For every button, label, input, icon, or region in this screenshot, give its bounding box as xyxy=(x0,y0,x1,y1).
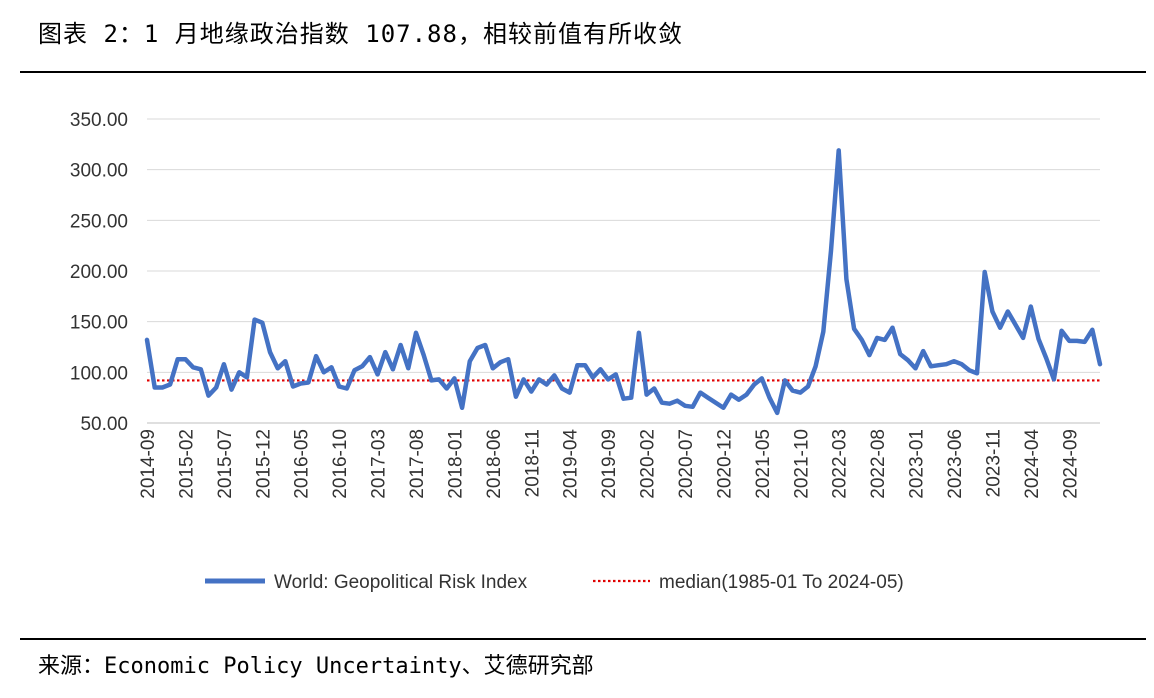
legend: World: Geopolitical Risk Index median(19… xyxy=(205,572,904,593)
y-axis-ticks: 50.00 100.00 150.00 200.00 250.00 300.00 350.0… xyxy=(70,110,128,435)
x-axis-ticks: 2014-09 2015-02 2015-07 2015-12 2016-05 2016-… xyxy=(138,429,1081,499)
x-tick-label: 2020-02 xyxy=(638,429,659,499)
x-tick-label: 2023-01 xyxy=(907,429,928,499)
x-tick-label: 2017-03 xyxy=(369,429,390,499)
y-tick-label: 100.00 xyxy=(70,363,128,384)
top-rule xyxy=(20,71,1146,73)
source-note: 来源：Economic Policy Uncertainty、艾德研究部 xyxy=(38,654,594,679)
y-tick-label: 250.00 xyxy=(70,211,128,232)
x-tick-label: 2020-12 xyxy=(714,429,735,499)
y-tick-label: 200.00 xyxy=(70,262,128,283)
gridlines xyxy=(147,118,1100,373)
y-tick-label: 50.00 xyxy=(80,414,128,435)
chart-title: 图表 2：1 月地缘政治指数 107.88，相较前值有所收敛 xyxy=(38,20,683,48)
x-tick-label: 2015-02 xyxy=(176,429,197,499)
bottom-rule xyxy=(20,638,1146,640)
legend-label-series: World: Geopolitical Risk Index xyxy=(274,572,528,593)
x-tick-label: 2017-08 xyxy=(407,429,428,499)
x-tick-label: 2018-06 xyxy=(484,429,505,499)
x-tick-label: 2022-03 xyxy=(830,429,851,499)
x-tick-label: 2018-11 xyxy=(522,429,543,497)
series-line-geopolitical-risk xyxy=(144,148,1103,416)
x-tick-label: 2019-09 xyxy=(599,429,620,499)
x-tick-label: 2018-01 xyxy=(445,429,466,499)
x-tick-label: 2020-07 xyxy=(676,429,697,499)
x-tick-label: 2024-04 xyxy=(1022,429,1043,499)
x-tick-label: 2023-06 xyxy=(945,429,966,499)
x-tick-label: 2016-05 xyxy=(292,429,313,499)
line-chart: 50.00 100.00 150.00 200.00 250.00 300.00 350.0… xyxy=(70,110,1103,593)
x-tick-label: 2014-09 xyxy=(138,429,159,499)
y-tick-label: 300.00 xyxy=(70,161,128,182)
x-tick-label: 2015-07 xyxy=(215,429,236,499)
x-tick-label: 2021-10 xyxy=(791,429,812,499)
x-tick-label: 2015-12 xyxy=(253,429,274,499)
x-tick-label: 2016-10 xyxy=(330,429,351,499)
x-tick-label: 2023-11 xyxy=(983,429,1004,497)
x-tick-label: 2021-05 xyxy=(753,429,774,499)
y-tick-label: 350.00 xyxy=(70,110,128,131)
x-tick-label: 2019-04 xyxy=(561,429,582,499)
legend-label-median: median(1985-01 To 2024-05) xyxy=(659,572,904,593)
y-tick-label: 150.00 xyxy=(70,313,128,334)
x-tick-label: 2022-08 xyxy=(868,429,889,499)
x-tick-label: 2024-09 xyxy=(1060,429,1081,499)
